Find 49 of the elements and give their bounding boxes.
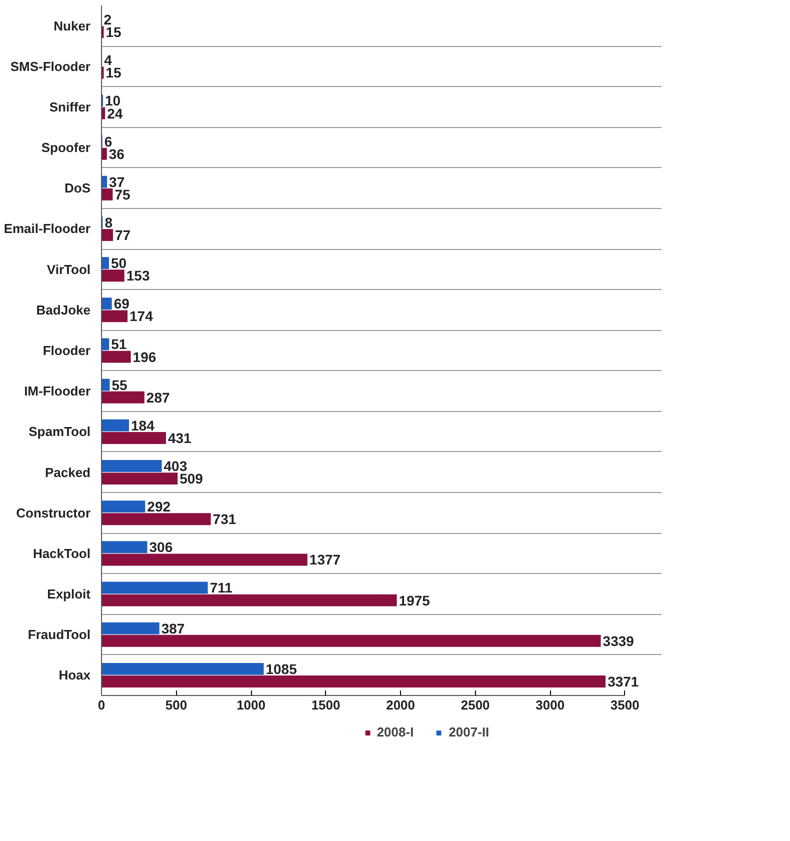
y-tick-label: Hoax: [58, 668, 92, 683]
data-label: 196: [132, 348, 156, 365]
y-tick-label: HackTool: [32, 546, 91, 561]
data-label: 1085: [266, 660, 298, 677]
x-tick-label: 2500: [460, 698, 490, 712]
data-label: 153: [126, 268, 150, 284]
data-label: 3371: [608, 673, 639, 690]
data-label: 306: [149, 539, 173, 556]
y-tick-label: DoS: [64, 180, 91, 196]
legend-label: 2007-II: [448, 724, 490, 740]
data-label: 387: [161, 620, 185, 636]
data-label: 731: [212, 511, 236, 528]
x-tick-label: 1500: [311, 698, 340, 712]
y-tick-label: FraudTool: [28, 627, 91, 642]
y-tick-label: BadJoke: [36, 302, 91, 318]
data-label: 1377: [309, 552, 341, 568]
x-tick-label: 2000: [386, 698, 416, 712]
y-tick-label: SMS-Flooder: [10, 58, 91, 74]
x-tick-label: 1000: [236, 698, 266, 712]
y-tick-label: Spoofer: [41, 140, 91, 156]
data-label: 8: [104, 214, 113, 230]
y-tick-label: Exploit: [47, 586, 92, 602]
y-tick-label: Nuker: [54, 18, 91, 34]
data-label: 77: [115, 227, 131, 244]
data-label: 51: [111, 336, 127, 352]
y-tick-label: VirTool: [46, 262, 90, 277]
data-label: 711: [210, 580, 233, 596]
data-label: 287: [146, 389, 170, 406]
data-label: 50: [110, 255, 127, 272]
y-tick-label: Flooder: [42, 343, 91, 358]
data-label: 55: [112, 376, 128, 393]
x-tick-label: 3500: [610, 698, 640, 712]
x-tick-label: 3000: [536, 698, 565, 712]
data-label: 69: [114, 296, 130, 312]
legend-label: 2008-I: [376, 724, 414, 740]
data-label: 431: [168, 430, 192, 446]
y-tick-label: Packed: [44, 464, 91, 480]
y-tick-label: SpamTool: [28, 424, 91, 440]
y-tick-label: Sniffer: [49, 99, 90, 114]
x-tick-label: 500: [165, 698, 188, 712]
y-tick-label: IM-Flooder: [24, 384, 91, 399]
x-tick-label: 0: [98, 698, 106, 712]
data-label: 174: [130, 308, 154, 324]
data-label: 3339: [602, 632, 634, 649]
y-tick-label: Email-Flooder: [4, 221, 91, 236]
data-label: 1975: [398, 592, 430, 608]
data-label: 184: [131, 417, 155, 434]
y-tick-label: Constructor: [16, 505, 90, 520]
data-label: 292: [147, 498, 171, 515]
